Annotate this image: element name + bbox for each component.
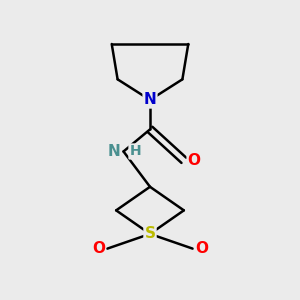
Text: O: O bbox=[195, 241, 208, 256]
Text: N: N bbox=[144, 92, 156, 107]
Text: N: N bbox=[108, 144, 121, 159]
Text: H: H bbox=[130, 145, 141, 158]
Text: S: S bbox=[145, 226, 155, 242]
Text: O: O bbox=[92, 241, 105, 256]
Text: O: O bbox=[188, 153, 201, 168]
